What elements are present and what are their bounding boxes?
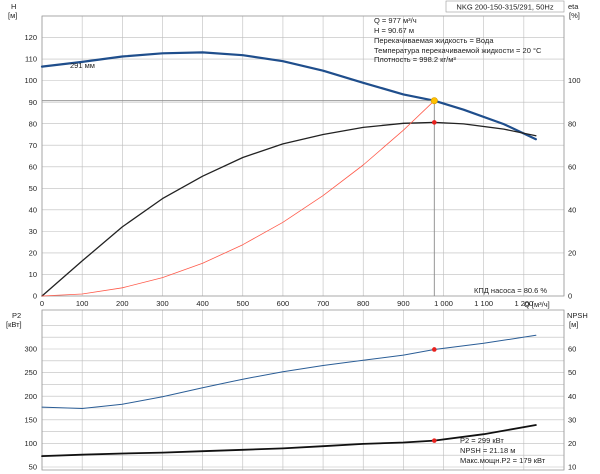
npsh-point-marker [432, 438, 437, 443]
x-tick-label: 1 100 [474, 299, 493, 308]
efficiency-curve [41, 121, 537, 297]
p2-axis-label: P2 [12, 311, 21, 320]
eta-axis-unit: [%] [569, 11, 580, 20]
p2-tick-label: 250 [24, 368, 37, 377]
npsh-tick-label: 50 [568, 368, 576, 377]
h-tick-label: 70 [29, 141, 37, 150]
duty-density: Плотность = 998.2 кг/м³ [374, 55, 456, 64]
lower-plot-frame [41, 309, 565, 471]
info-max-p2: Макс.мощн.P2 = 179 кВт [460, 456, 546, 465]
eta-tick-label: 80 [568, 119, 576, 128]
lower-plot: 50 100 150 200 250 300 10 20 30 40 50 60 [24, 309, 576, 472]
upper-ticks: 0 100 200 300 400 500 600 700 800 900 1 000 1 100 1 … [24, 33, 580, 308]
h-tick-label: 40 [29, 205, 37, 214]
info-p2: P2 = 299 кВт [460, 436, 504, 445]
h-tick-label: 90 [29, 98, 37, 107]
h-axis-unit: [м] [8, 11, 17, 20]
h-tick-label: 0 [33, 292, 37, 301]
x-tick-label: 1 000 [434, 299, 453, 308]
q-axis-label: Q [м³/ч] [524, 300, 550, 309]
x-tick-label: 200 [116, 299, 129, 308]
h-tick-label: 80 [29, 119, 37, 128]
system-curve [41, 100, 435, 297]
info-npsh: NPSH = 21.18 м [460, 446, 515, 455]
npsh-axis-unit: [м] [569, 320, 578, 329]
upper-grid [41, 15, 565, 297]
p2-tick-label: 200 [24, 392, 37, 401]
duty-info: Q = 977 м³/ч H = 90.67 м Перекачиваемая … [374, 16, 542, 64]
h-tick-label: 20 [29, 249, 37, 258]
npsh-tick-label: 60 [568, 345, 576, 354]
duty-h: H = 90.67 м [374, 26, 414, 35]
eta-tick-label: 0 [568, 292, 572, 301]
h-tick-label: 30 [29, 227, 37, 236]
p2-tick-label: 150 [24, 415, 37, 424]
h-tick-label: 120 [24, 33, 37, 42]
qh-curve [40, 51, 537, 141]
x-tick-label: 0 [40, 299, 44, 308]
npsh-tick-label: 40 [568, 392, 576, 401]
p2-axis-unit: [кВт] [6, 320, 22, 329]
x-tick-label: 400 [196, 299, 209, 308]
duty-point-marker [430, 97, 438, 105]
x-tick-label: 100 [76, 299, 89, 308]
x-tick-label: 300 [156, 299, 169, 308]
duty-liquid: Перекачиваемая жидкость = Вода [374, 36, 494, 45]
upper-points [430, 97, 438, 125]
x-tick-label: 700 [317, 299, 330, 308]
x-tick-label: 800 [357, 299, 370, 308]
p2-curve [41, 334, 537, 409]
chart-title: NKG 200-150-315/291, 50Hz [456, 3, 553, 12]
eta-tick-label: 20 [568, 249, 576, 258]
x-tick-label: 500 [237, 299, 250, 308]
x-tick-label: 600 [277, 299, 290, 308]
duty-q: Q = 977 м³/ч [374, 16, 417, 25]
p2-tick-label: 300 [24, 345, 37, 354]
h-tick-label: 50 [29, 184, 37, 193]
lower-points [432, 347, 437, 443]
h-tick-label: 10 [29, 270, 37, 279]
npsh-tick-label: 30 [568, 415, 576, 424]
x-tick-label: 1 200 [514, 299, 533, 308]
title-box [445, 0, 565, 13]
eta-tick-label: 100 [568, 76, 581, 85]
x-tick-label: 900 [397, 299, 410, 308]
upper-curves [40, 51, 537, 297]
eta-tick-label: 60 [568, 162, 576, 171]
h-tick-label: 100 [24, 76, 37, 85]
upper-plot: 0 100 200 300 400 500 600 700 800 900 1 000 1 100 1 … [24, 15, 581, 308]
npsh-tick-label: 20 [568, 439, 576, 448]
h-axis-label: H [11, 2, 16, 11]
p2-tick-label: 100 [24, 439, 37, 448]
impeller-label: 291 мм [70, 61, 95, 70]
efficiency-point-marker [432, 120, 437, 125]
efficiency-label: КПД насоса = 80.6 % [474, 286, 547, 295]
h-tick-label: 60 [29, 162, 37, 171]
duty-temp: Температура перекачиваемой жидкости = 20… [374, 46, 542, 55]
eta-axis-label: eta [568, 2, 579, 11]
p2-tick-label: 50 [29, 463, 37, 472]
upper-plot-frame [41, 15, 565, 297]
lower-ticks: 50 100 150 200 250 300 10 20 30 40 50 60 [24, 345, 576, 472]
npsh-axis-label: NPSH [567, 311, 588, 320]
lower-info: P2 = 299 кВт NPSH = 21.18 м Макс.мощн.P2… [460, 436, 546, 465]
p2-point-marker [432, 347, 437, 352]
eta-tick-label: 40 [568, 205, 576, 214]
h-tick-label: 110 [25, 55, 37, 64]
npsh-tick-label: 10 [568, 463, 576, 472]
